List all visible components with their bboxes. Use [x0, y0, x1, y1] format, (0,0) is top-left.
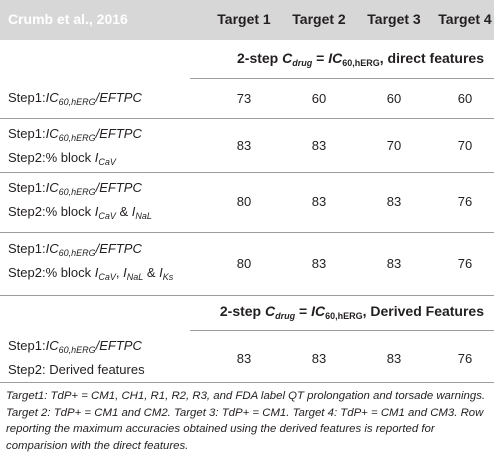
cell-r5-t1: 83 [236, 351, 252, 366]
cell-r3-t4: 76 [457, 194, 473, 209]
cell-r1-t4: 60 [457, 91, 473, 106]
cell-r3-t3: 83 [386, 194, 402, 209]
row-label-5: Step1:IC60,hERG/EFTPC Step2: Derived fea… [8, 338, 145, 377]
cell-r1-t1: 73 [236, 91, 252, 106]
cell-r4-t1: 80 [236, 256, 252, 271]
source-citation: Crumb et al., 2016 [8, 11, 128, 27]
cell-r4-t2: 83 [311, 256, 327, 271]
row-label-3: Step1:IC60,hERG/EFTPC Step2:% block ICaV… [8, 180, 152, 221]
header-target-4: Target 4 [438, 11, 492, 27]
divider [0, 382, 494, 383]
cell-r4-t4: 76 [457, 256, 473, 271]
cell-r2-t1: 83 [236, 138, 252, 153]
cell-r1-t3: 60 [386, 91, 402, 106]
cell-r3-t1: 80 [236, 194, 252, 209]
header-target-3: Target 3 [367, 11, 421, 27]
table-header: Crumb et al., 2016 Target 1 Target 2 Tar… [0, 0, 494, 40]
cell-r2-t3: 70 [386, 138, 402, 153]
section-title-derived: 2-step Cdrug = IC60,hERG, Derived Featur… [219, 303, 484, 321]
divider [0, 118, 494, 119]
row-label-2: Step1:IC60,hERG/EFTPC Step2:% block ICaV [8, 126, 142, 167]
row-label-4: Step1:IC60,hERG/EFTPC Step2:% block ICaV… [8, 241, 174, 282]
cell-r2-t2: 83 [311, 138, 327, 153]
table-footnote: Target1: TdP+ = CM1, CH1, R1, R2, R3, an… [6, 390, 486, 452]
divider [0, 232, 494, 233]
section-title-direct: 2-step Cdrug = IC60,hERG, direct feature… [237, 50, 484, 68]
cell-r1-t2: 60 [311, 91, 327, 106]
row-label-1: Step1:IC60,hERG/EFTPC [8, 90, 142, 107]
header-target-1: Target 1 [217, 11, 271, 27]
divider [190, 78, 494, 79]
divider [190, 330, 494, 331]
header-target-2: Target 2 [292, 11, 346, 27]
cell-r5-t3: 83 [386, 351, 402, 366]
cell-r5-t2: 83 [311, 351, 327, 366]
cell-r2-t4: 70 [457, 138, 473, 153]
divider [0, 295, 494, 296]
cell-r5-t4: 76 [457, 351, 473, 366]
divider [0, 172, 494, 173]
cell-r4-t3: 83 [386, 256, 402, 271]
cell-r3-t2: 83 [311, 194, 327, 209]
